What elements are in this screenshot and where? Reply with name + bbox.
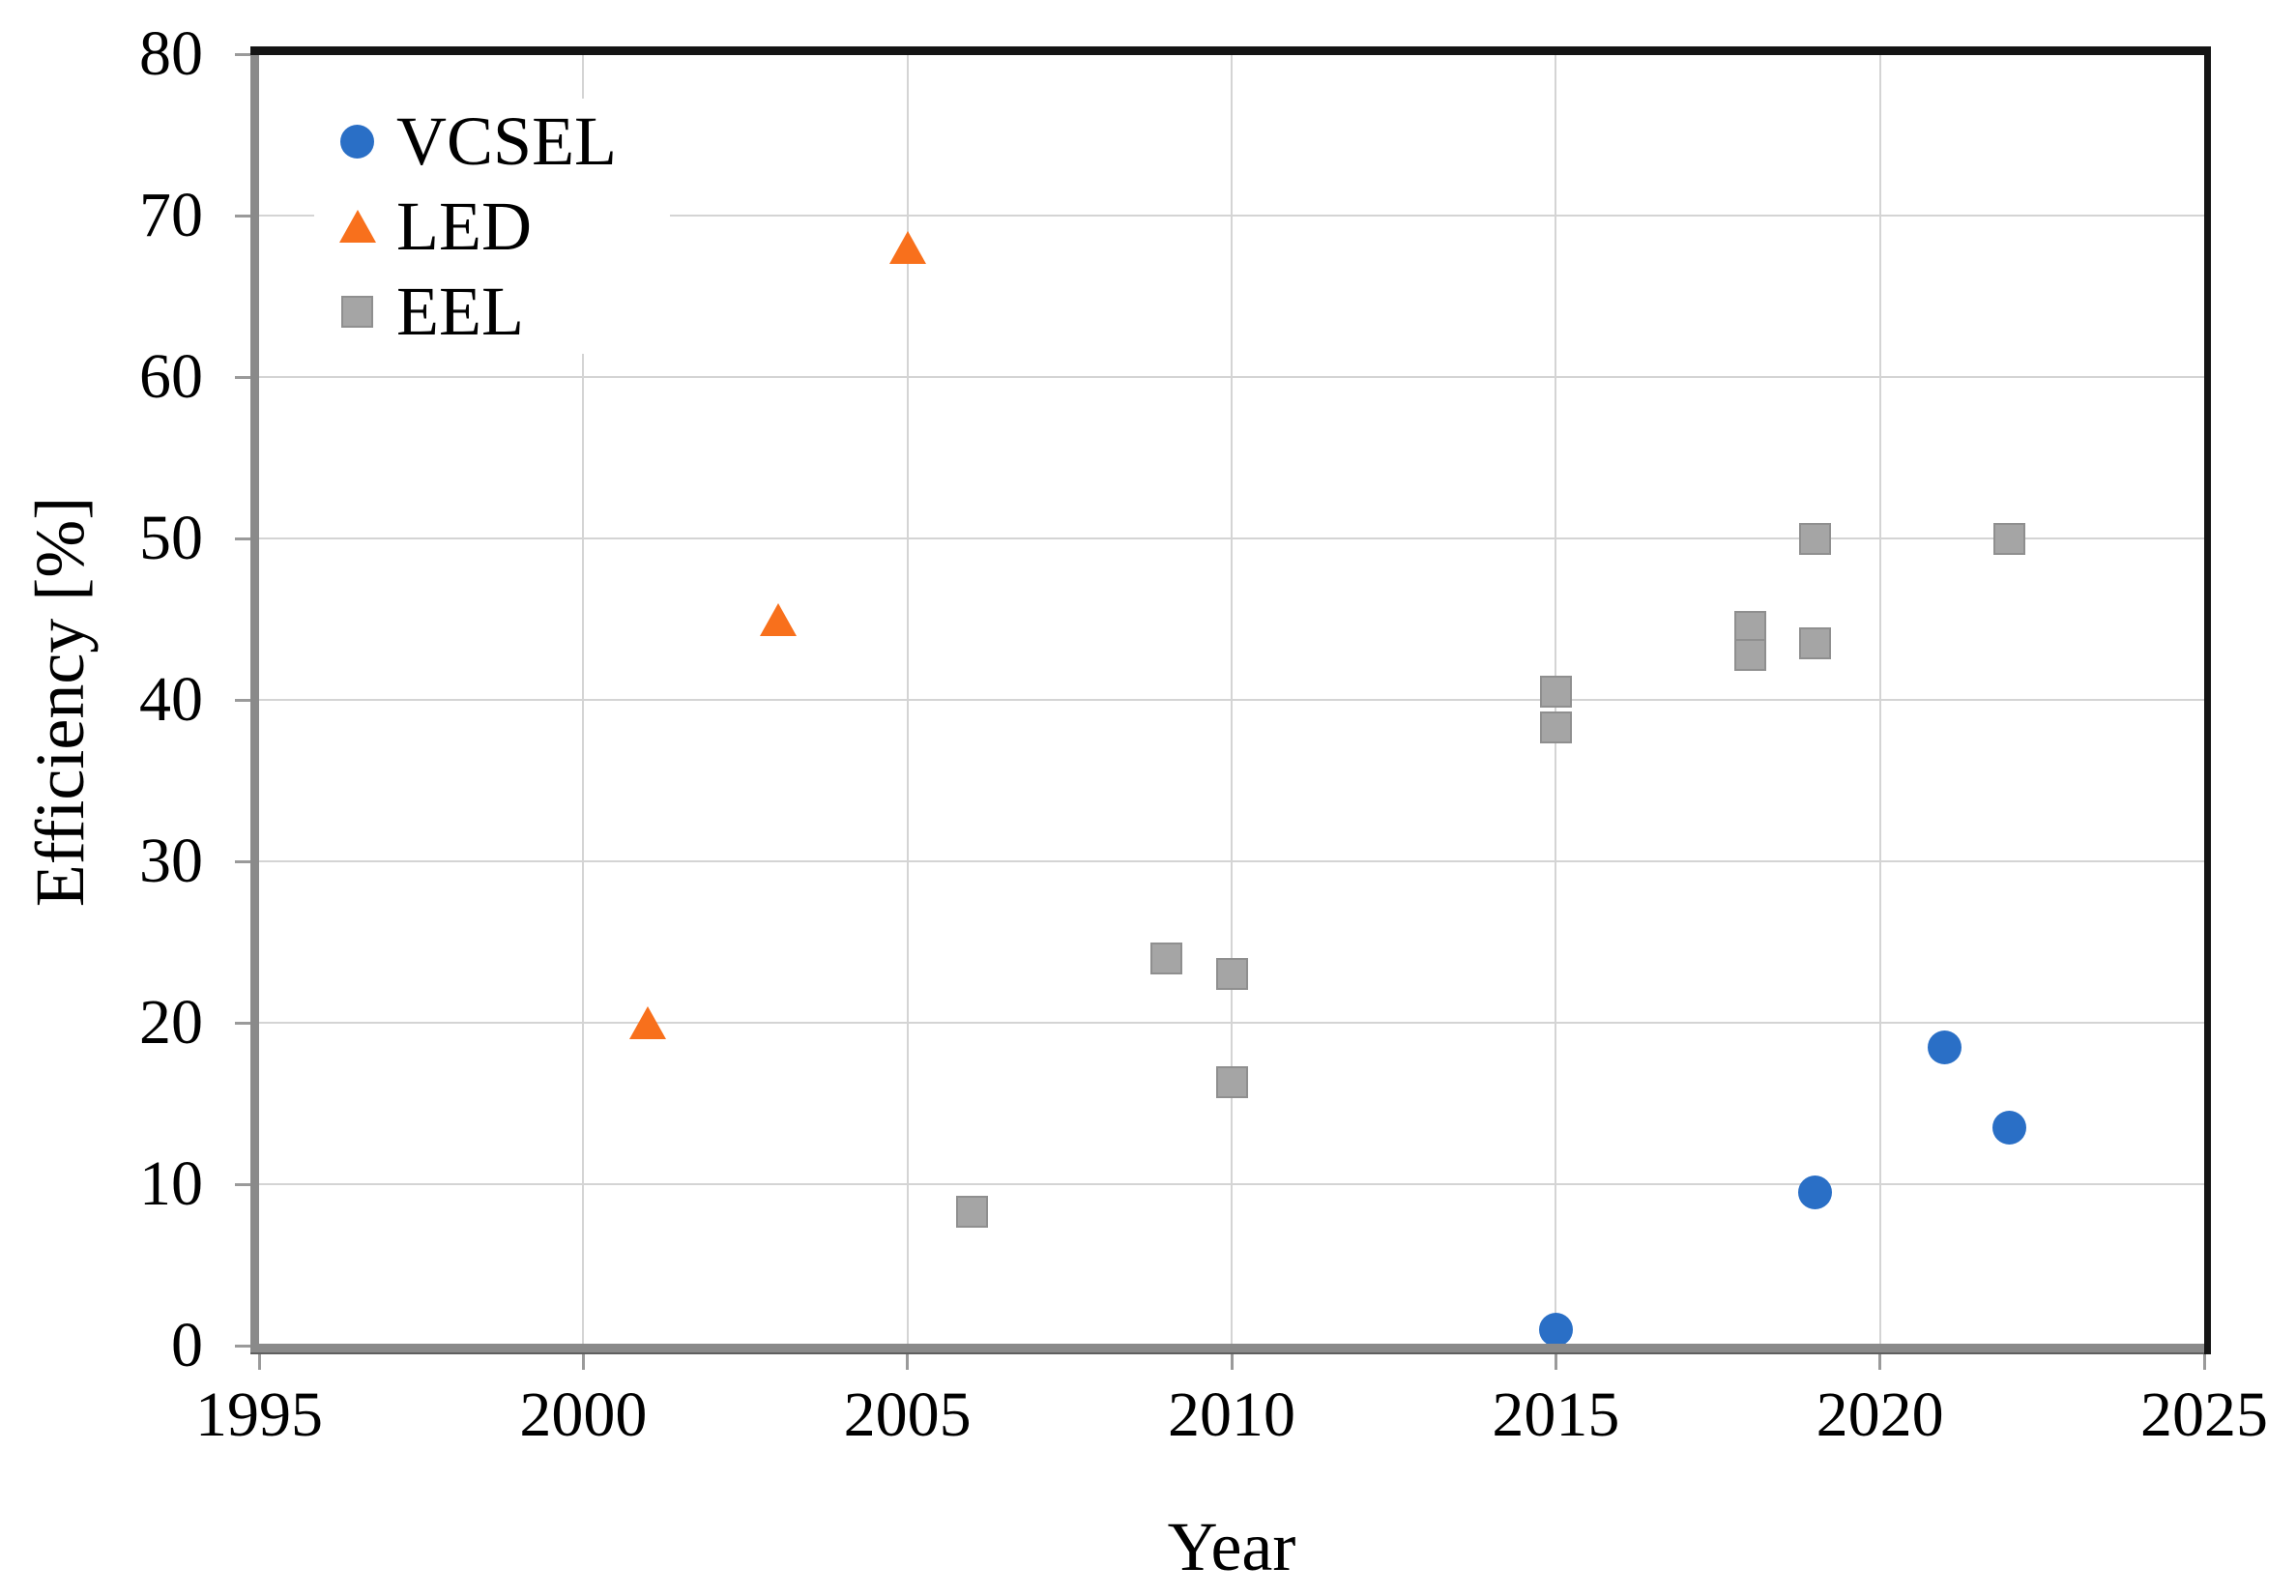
y-tick-mark-0 (235, 1344, 250, 1348)
gridline-h-30 (259, 860, 2204, 862)
y-tick-mark-40 (235, 698, 250, 702)
x-tick-mark-1995 (257, 1354, 261, 1370)
point-led-2001 (629, 1006, 667, 1039)
legend-label-vcsel: VCSEL (396, 102, 618, 180)
y-tick-label-60: 60 (139, 341, 203, 412)
legend-label-led: LED (396, 188, 532, 265)
legend-item-led: LED (314, 184, 670, 269)
legend-item-vcsel: VCSEL (314, 99, 670, 184)
x-tick-label-2010: 2010 (1168, 1379, 1295, 1450)
y-tick-mark-30 (235, 859, 250, 863)
y-tick-label-20: 20 (139, 987, 203, 1058)
point-eel-2010 (1215, 958, 1248, 991)
legend-marker-cell (338, 210, 376, 243)
legend: VCSEL LED EEL (314, 99, 670, 354)
point-eel-2015 (1539, 711, 1572, 743)
point-eel-2018 (1734, 638, 1767, 671)
gridline-h-20 (259, 1022, 2204, 1024)
x-tick-label-2000: 2000 (519, 1379, 648, 1450)
vcsel-marker-circle-icon (340, 124, 374, 159)
plot-border-right (2204, 46, 2211, 1354)
point-eel-2010 (1215, 1066, 1248, 1099)
x-tick-label-2015: 2015 (1492, 1379, 1620, 1450)
plot-area: VCSEL LED EEL (235, 46, 2211, 1370)
gridline-h-60 (259, 376, 2204, 378)
x-tick-mark-2000 (581, 1354, 585, 1370)
point-vcsel-2019 (1798, 1175, 1833, 1209)
x-tick-label-1995: 1995 (195, 1379, 323, 1450)
y-tick-label-10: 10 (139, 1148, 203, 1219)
point-eel-2015 (1539, 676, 1572, 709)
x-axis-title: Year (1167, 1508, 1296, 1585)
point-vcsel-2015 (1538, 1312, 1573, 1347)
x-tick-mark-2010 (1230, 1354, 1234, 1370)
y-tick-label-40: 40 (139, 664, 203, 735)
point-led-2003 (759, 602, 797, 636)
x-tick-label-2025: 2025 (2140, 1379, 2268, 1450)
y-axis-line (250, 54, 259, 1354)
point-eel-2019 (1799, 627, 1832, 660)
x-tick-label-2020: 2020 (1816, 1379, 1944, 1450)
x-axis-line (250, 1344, 2204, 1354)
led-marker-triangle-icon (338, 210, 376, 243)
point-eel-2022 (1993, 522, 2026, 555)
y-axis-title: Efficiency [%] (21, 496, 99, 908)
legend-marker-cell (339, 124, 375, 159)
eel-marker-square-icon (341, 295, 373, 328)
y-tick-label-30: 30 (139, 826, 203, 896)
gridline-h-40 (259, 699, 2204, 701)
y-tick-mark-80 (235, 52, 250, 56)
y-tick-mark-60 (235, 375, 250, 379)
legend-marker-cell (339, 295, 375, 328)
gridline-h-50 (259, 537, 2204, 539)
y-tick-mark-50 (235, 537, 250, 540)
point-eel-2019 (1799, 522, 1832, 555)
y-tick-label-80: 80 (139, 18, 203, 89)
y-tick-mark-20 (235, 1021, 250, 1025)
point-eel-2006 (956, 1195, 989, 1228)
y-tick-label-50: 50 (139, 503, 203, 573)
y-tick-mark-70 (235, 214, 250, 218)
x-tick-mark-2020 (1878, 1354, 1882, 1370)
plot-border-top (250, 46, 2211, 55)
y-tick-label-0: 0 (171, 1310, 203, 1380)
gridline-h-70 (259, 215, 2204, 217)
y-tick-mark-10 (235, 1182, 250, 1186)
point-eel-2009 (1150, 942, 1183, 974)
gridline-h-10 (259, 1183, 2204, 1185)
x-tick-label-2005: 2005 (843, 1379, 972, 1450)
x-tick-mark-2025 (2202, 1354, 2206, 1370)
y-tick-label-70: 70 (139, 180, 203, 250)
point-vcsel-2021 (1928, 1030, 1962, 1064)
x-tick-mark-2005 (906, 1354, 910, 1370)
x-tick-mark-2015 (1554, 1354, 1557, 1370)
legend-label-eel: EEL (396, 273, 524, 350)
point-vcsel-2022 (1992, 1111, 2027, 1146)
legend-item-eel: EEL (314, 269, 670, 354)
point-led-2005 (888, 231, 926, 265)
